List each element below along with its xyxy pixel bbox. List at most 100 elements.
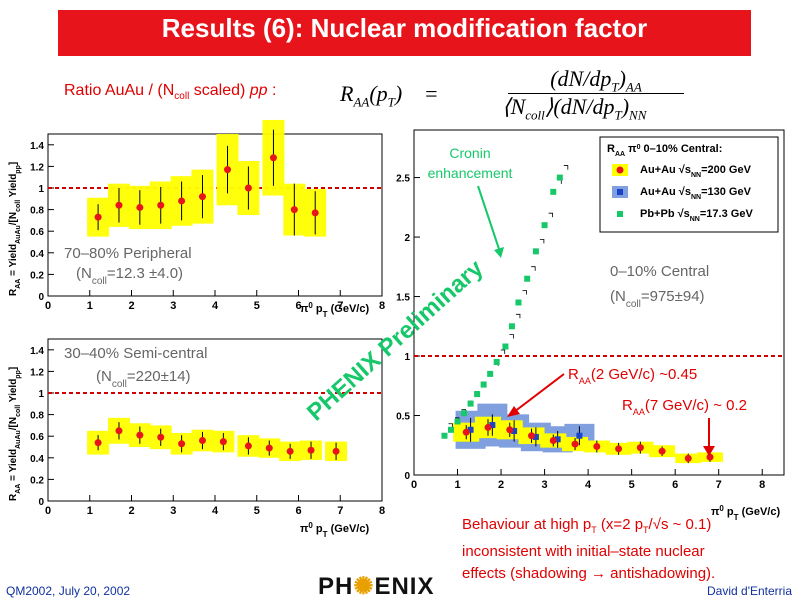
formula-lhs-arg: (p <box>369 81 388 106</box>
x-tick-label: 1 <box>87 505 93 517</box>
label-part: Pb+Pb √s <box>640 208 690 220</box>
label-part: T <box>734 513 739 522</box>
peripheral-point <box>115 201 123 209</box>
y-tick-label: 1.2 <box>30 367 44 378</box>
phenix-logo: PH✺ENIX <box>318 572 434 601</box>
label-part: AuAu <box>15 430 22 449</box>
ratio-label-text: Ratio AuAu / (N <box>64 82 175 99</box>
y-tick-label: 0.6 <box>30 227 44 238</box>
legend-marker <box>616 166 624 174</box>
pbpb-point <box>508 323 515 330</box>
footer-conference: QM2002, July 20, 2002 <box>6 584 131 598</box>
auau200-point <box>484 423 492 431</box>
label-part: π <box>625 143 637 155</box>
label-part: AA <box>633 407 645 417</box>
label-part: R <box>8 288 19 296</box>
label-part: (GeV/c) <box>739 506 781 518</box>
raa-note-7gev: RAA(7 GeV/c) ~ 0.2 <box>622 397 747 417</box>
legend-entry: Au+Au √sNN=200 GeV <box>640 164 752 179</box>
x-tick-label: 2 <box>498 479 504 491</box>
x-tick-label: 0 <box>411 479 417 491</box>
title-bar <box>58 10 751 56</box>
label-part: NN <box>691 172 701 179</box>
formula-lhs-sub: AA <box>353 94 370 110</box>
semicentral-point <box>115 427 123 435</box>
label-part: ] <box>8 162 19 165</box>
xlabel-peripheral: π0 pT (GeV/c) <box>300 301 369 319</box>
label-part: π <box>711 506 720 518</box>
label-part: T <box>323 530 328 539</box>
label-part: Yield <box>8 174 19 200</box>
label-part: /[N <box>8 417 19 430</box>
y-tick-label: 1 <box>38 389 44 400</box>
y-tick-label: 1.2 <box>30 162 44 173</box>
behaviour-line1-sub: T <box>591 525 597 535</box>
label-part: R <box>568 366 579 383</box>
peripheral-point <box>269 154 277 162</box>
label-part: π <box>300 523 309 535</box>
pbpb-syst-bracket <box>548 212 553 218</box>
auau200-point <box>462 428 470 436</box>
x-tick-label: 8 <box>379 505 385 517</box>
label-part: p <box>313 303 323 315</box>
behaviour-line3: effects (shadowing → antishadowing). <box>462 565 716 582</box>
label-part: R <box>607 143 615 155</box>
raa-arrow-2gev <box>513 373 565 413</box>
slide-title: Results (6): Nuclear modification factor <box>161 13 648 43</box>
panel-label-peripheral: 70–80% Peripheral <box>64 245 192 262</box>
x-tick-label: 7 <box>716 479 722 491</box>
pbpb-syst-bracket <box>563 165 569 170</box>
ylabel-peripheral: RAA = YieldAuAu/[Ncoll Yieldpp] <box>8 162 22 296</box>
behaviour-line1: Behaviour at high p <box>462 516 592 533</box>
label-part: AuAu <box>15 225 22 244</box>
label-part: (N <box>610 288 626 305</box>
panel-ncoll-semicentral: (Ncoll=220±14) <box>96 368 191 390</box>
ratio-label-end: scaled) <box>189 82 250 99</box>
semicentral-point <box>286 447 294 455</box>
x-tick-label: 7 <box>337 505 343 517</box>
panel-ncoll-central: (Ncoll=975±94) <box>610 288 705 310</box>
auau200-point <box>549 437 557 444</box>
xlabel-central: π0 pT (GeV/c) <box>711 504 780 522</box>
label-part: coll <box>92 276 107 287</box>
pbpb-point <box>454 418 461 425</box>
semicentral-point <box>94 439 102 447</box>
legend-title: RAA π0 0–10% Central: <box>607 143 722 158</box>
auau200-point <box>615 445 623 453</box>
label-part: 70–80% Peripheral <box>64 245 192 262</box>
label-part: coll <box>15 200 22 212</box>
label-part: Yield <box>8 379 19 405</box>
auau200-point <box>706 453 714 461</box>
x-tick-label: 2 <box>128 505 134 517</box>
label-part: =17.3 GeV <box>700 208 754 220</box>
legend-entry: Pb+Pb √sNN=17.3 GeV <box>640 208 753 223</box>
label-part: Au+Au √s <box>640 164 691 176</box>
behaviour-line1-end2: /√s ~ 0.1) <box>648 516 712 533</box>
auau130-point <box>532 433 539 440</box>
cronin-arrow-head <box>494 247 504 258</box>
formula-num: (dN/dp <box>550 66 612 91</box>
label-part: = Yield <box>8 244 19 279</box>
footer-author: David d'Enterria <box>707 584 792 598</box>
auau200-point <box>528 432 536 440</box>
cronin-arrow <box>477 185 501 253</box>
legend-entry: Au+Au √sNN=130 GeV <box>640 186 752 201</box>
pbpb-point <box>487 370 494 377</box>
raa-note-2gev: RAA(2 GeV/c) ~0.45 <box>568 366 697 386</box>
raa-arrow-head-2gev <box>507 406 520 417</box>
peripheral-point <box>311 209 319 217</box>
x-tick-label: 5 <box>629 479 635 491</box>
panel-label-semicentral: 30–40% Semi-central <box>64 345 207 362</box>
auau200-point <box>506 426 514 434</box>
formula-den-open: ⟨N <box>502 94 526 119</box>
label-part: /[N <box>8 212 19 225</box>
label-part: (N <box>76 265 92 282</box>
legend-box <box>599 136 779 233</box>
peripheral-point <box>178 197 186 205</box>
label-part: ] <box>8 367 19 370</box>
pbpb-point <box>524 275 531 282</box>
y-tick-label: 0.5 <box>396 412 410 423</box>
auau130-point <box>554 436 561 443</box>
peripheral-point <box>94 213 102 221</box>
